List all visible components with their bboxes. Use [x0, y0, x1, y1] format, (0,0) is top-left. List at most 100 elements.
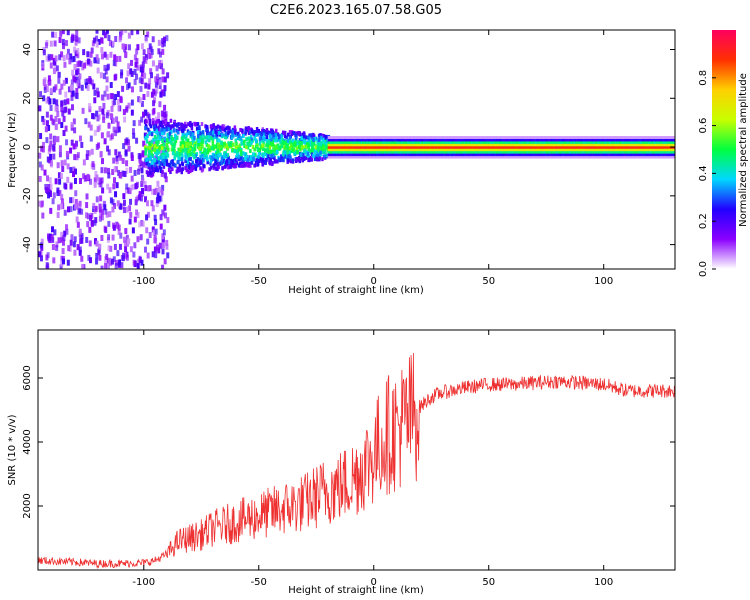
heatmap-cell	[432, 148, 435, 152]
heatmap-cell	[270, 128, 273, 133]
heatmap-cell	[453, 150, 456, 154]
heatmap-cell	[584, 145, 587, 149]
heatmap-cell	[363, 138, 366, 142]
heatmap-cell	[158, 147, 161, 152]
heatmap-cell	[629, 150, 632, 154]
heatmap-cell	[505, 136, 508, 140]
heatmap-cell	[175, 169, 179, 174]
heatmap-cell	[279, 145, 282, 150]
heatmap-cell	[331, 140, 334, 144]
heatmap-cell	[551, 155, 554, 159]
heatmap-cell	[512, 138, 515, 142]
heatmap-cell	[629, 153, 632, 157]
heatmap-cell	[668, 148, 671, 152]
heatmap-cell	[491, 140, 494, 144]
heatmap-cell	[57, 118, 61, 125]
heatmap-cell	[631, 136, 634, 140]
heatmap-cell	[133, 54, 137, 61]
heatmap-cell	[599, 150, 602, 154]
heatmap-cell	[211, 130, 215, 135]
heatmap-cell	[217, 165, 220, 170]
snr-y-tick-label: 4000	[22, 429, 33, 454]
heatmap-cell	[453, 155, 456, 159]
heatmap-cell	[66, 163, 70, 170]
heatmap-cell	[628, 155, 631, 159]
heatmap-cell	[210, 146, 214, 151]
heatmap-cell	[583, 150, 586, 154]
heatmap-cell	[132, 259, 136, 266]
heatmap-cell	[507, 150, 510, 154]
heatmap-cell	[500, 143, 503, 147]
heatmap-cell	[479, 148, 482, 152]
heatmap-cell	[356, 155, 359, 159]
heatmap-cell	[445, 155, 448, 159]
heatmap-cell	[70, 94, 74, 101]
heatmap-cell	[616, 150, 619, 154]
heatmap-cell	[144, 196, 148, 203]
heatmap-cell	[435, 138, 438, 142]
heatmap-cell	[105, 85, 109, 92]
snr-x-tick-label: 0	[371, 577, 377, 588]
heatmap-cell	[642, 150, 645, 154]
heatmap-cell	[400, 155, 403, 159]
heatmap-cell	[436, 143, 439, 147]
heatmap-cell	[51, 244, 55, 251]
heatmap-cell	[588, 155, 591, 159]
heatmap-cell	[50, 54, 54, 61]
heatmap-cell	[189, 123, 192, 128]
heatmap-cell	[519, 155, 522, 159]
heatmap-cell	[447, 155, 450, 159]
heatmap-cell	[489, 150, 492, 154]
heatmap-cell	[657, 150, 660, 154]
heatmap-cell	[42, 118, 46, 125]
heatmap-cell	[482, 148, 485, 152]
heatmap-cell	[301, 139, 305, 144]
heatmap-cell	[140, 100, 144, 107]
heatmap-cell	[72, 118, 76, 125]
heatmap-cell	[73, 76, 77, 83]
heatmap-cell	[547, 150, 550, 154]
heatmap-cell	[635, 150, 638, 154]
heatmap-cell	[172, 147, 175, 152]
heatmap-cell	[313, 157, 317, 162]
heatmap-cell	[295, 146, 299, 151]
heatmap-cell	[241, 161, 244, 166]
heatmap-cell	[193, 144, 197, 149]
heatmap-cell	[538, 145, 541, 149]
heatmap-cell	[384, 140, 387, 144]
heatmap-cell	[431, 138, 434, 142]
heatmap-cell	[268, 130, 272, 135]
heatmap-cell	[44, 42, 48, 49]
heatmap-cell	[243, 144, 246, 149]
heatmap-cell	[115, 259, 119, 266]
heatmap-cell	[618, 148, 621, 152]
heatmap-cell	[256, 162, 260, 167]
heatmap-cell	[460, 148, 463, 152]
heatmap-cell	[451, 153, 454, 157]
heatmap-cell	[151, 60, 155, 67]
heatmap-cell	[442, 148, 445, 152]
heatmap-cell	[247, 136, 250, 141]
heatmap-cell	[216, 142, 220, 147]
heatmap-cell	[352, 136, 355, 140]
heatmap-cell	[392, 136, 395, 140]
heatmap-cell	[94, 217, 98, 224]
heatmap-cell	[454, 136, 457, 140]
heatmap-cell	[101, 158, 105, 165]
heatmap-cell	[263, 152, 266, 157]
heatmap-cell	[663, 143, 666, 147]
heatmap-cell	[356, 136, 359, 140]
heatmap-cell	[663, 136, 666, 140]
heatmap-cell	[370, 136, 373, 140]
heatmap-cell	[453, 148, 456, 152]
heatmap-cell	[447, 145, 450, 149]
heatmap-cell	[471, 148, 474, 152]
heatmap-cell	[112, 117, 116, 124]
heatmap-cell	[591, 150, 594, 154]
heatmap-cell	[341, 138, 344, 142]
heatmap-cell	[467, 148, 470, 152]
heatmap-cell	[393, 143, 396, 147]
heatmap-cell	[360, 150, 363, 154]
heatmap-cell	[127, 102, 131, 109]
heatmap-cell	[536, 150, 539, 154]
